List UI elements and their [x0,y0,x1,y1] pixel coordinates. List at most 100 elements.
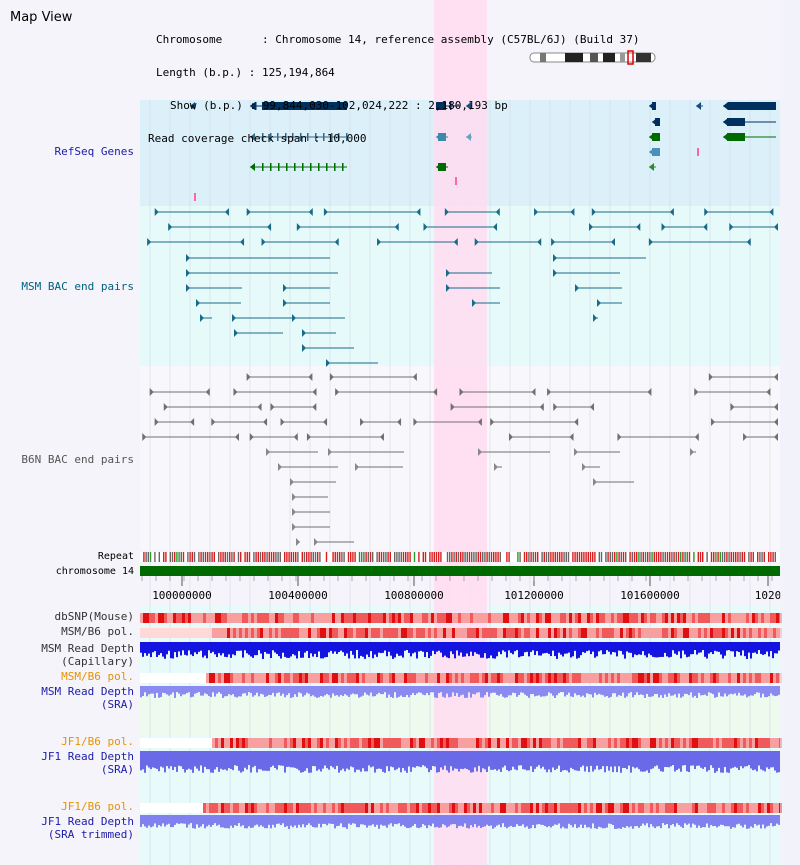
label-refseq-genes[interactable]: RefSeq Genes [54,145,134,158]
gene[interactable] [436,133,448,141]
label-msm-b6-pol-2[interactable]: MSM/B6 pol. [61,670,134,683]
gene[interactable] [250,163,347,171]
b6n-bac-pair[interactable] [314,538,354,546]
b6n-bac-pair[interactable] [292,523,330,531]
msm-bac-pair[interactable] [283,299,330,307]
refseq-genes-track[interactable] [190,102,776,201]
b6n-bac-pair[interactable] [249,433,298,441]
gene[interactable] [723,133,776,141]
b6n-bac-pair[interactable] [142,433,239,441]
gene[interactable] [466,133,472,141]
chromosome-bar[interactable] [140,566,780,576]
b6n-bac-pair[interactable] [360,418,402,426]
msm-bac-pair[interactable] [575,284,622,292]
gene[interactable] [250,133,348,141]
label-jf1-depth-trim-1[interactable]: JF1 Read Depth [41,815,134,828]
b6n-bac-pair[interactable] [270,403,317,411]
msm-bac-pair[interactable] [589,223,641,231]
gene[interactable] [466,102,472,110]
b6n-bac-pair[interactable] [711,418,778,426]
msm-bac-pair[interactable] [200,314,212,322]
repeat-track[interactable] [140,552,780,562]
msm-bac-pair[interactable] [553,269,620,277]
gene[interactable] [649,133,660,141]
label-msm-depth-sra-1[interactable]: MSM Read Depth [41,685,134,698]
msm-bac-pair[interactable] [283,284,330,292]
gene[interactable] [250,102,347,110]
gene[interactable] [723,102,776,110]
msm-bac-pair[interactable] [444,208,500,216]
msm-bac-pair[interactable] [196,299,241,307]
b6n-bac-pair[interactable] [329,373,417,381]
msm-bac-pair[interactable] [597,299,622,307]
msm-bac-pair[interactable] [234,329,283,337]
gene[interactable] [696,102,703,110]
gene[interactable] [652,118,660,126]
gene[interactable] [190,102,195,110]
msm-bac-pair[interactable] [648,238,751,246]
chromosome-ideogram[interactable] [529,50,656,65]
label-msm-depth-cap-1[interactable]: MSM Read Depth [41,642,134,655]
msm-bac-pair[interactable] [168,223,272,231]
msm-bac-track[interactable] [147,208,778,367]
msm-bac-pair[interactable] [729,223,778,231]
gene[interactable] [649,163,656,171]
b6n-bac-pair[interactable] [708,373,778,381]
b6n-bac-pair[interactable] [266,448,318,456]
msm-bac-pair[interactable] [704,208,774,216]
msm-bac-pair[interactable] [154,208,229,216]
b6n-bac-pair[interactable] [292,493,328,501]
b6n-bac-pair[interactable] [292,508,330,516]
b6n-bac-pair[interactable] [211,418,268,426]
b6n-bac-pair[interactable] [574,448,620,456]
label-dbsnp[interactable]: dbSNP(Mouse) [54,610,134,623]
gene[interactable] [649,102,656,110]
b6n-bac-pair[interactable] [490,418,579,426]
label-jf1-b6-pol-2[interactable]: JF1/B6 pol. [61,800,134,813]
b6n-bac-track[interactable] [142,373,778,546]
msm-bac-pair[interactable] [246,208,313,216]
msm-bac-pair[interactable] [593,314,598,322]
msm-bac-pair[interactable] [261,238,339,246]
b6n-bac-pair[interactable] [163,403,262,411]
polymorphism-tracks[interactable] [140,613,782,813]
gene[interactable] [436,102,460,110]
msm-bac-pair[interactable] [551,238,615,246]
msm-bac-pair[interactable] [186,254,330,262]
msm-bac-pair[interactable] [147,238,245,246]
b6n-bac-pair[interactable] [593,478,634,486]
label-jf1-b6-pol-1[interactable]: JF1/B6 pol. [61,735,134,748]
b6n-bac-pair[interactable] [508,433,574,441]
highlight-region[interactable] [434,0,487,865]
label-b6n-bac[interactable]: B6N BAC end pairs [21,453,134,466]
msm-bac-pair[interactable] [292,314,345,322]
b6n-bac-pair[interactable] [547,388,652,396]
gene[interactable] [649,148,660,156]
b6n-bac-pair[interactable] [278,463,338,471]
label-msm-bac[interactable]: MSM BAC end pairs [21,280,134,293]
msm-bac-pair[interactable] [474,238,542,246]
read-depth-tracks[interactable] [140,642,780,829]
label-repeat[interactable]: Repeat [97,551,134,562]
b6n-bac-pair[interactable] [582,463,600,471]
b6n-bac-pair[interactable] [335,388,438,396]
msm-bac-pair[interactable] [534,208,575,216]
b6n-bac-pair[interactable] [413,418,482,426]
msm-bac-pair[interactable] [323,208,421,216]
b6n-bac-pair[interactable] [280,418,328,426]
b6n-bac-pair[interactable] [743,433,778,441]
msm-bac-pair[interactable] [186,269,338,277]
b6n-bac-pair[interactable] [233,388,317,396]
msm-bac-pair[interactable] [446,284,500,292]
msm-bac-pair[interactable] [302,329,336,337]
msm-bac-pair[interactable] [472,299,500,307]
b6n-bac-pair[interactable] [355,463,403,471]
msm-bac-pair[interactable] [661,223,708,231]
b6n-bac-pair[interactable] [154,418,195,426]
b6n-bac-pair[interactable] [617,433,699,441]
msm-bac-pair[interactable] [553,254,646,262]
b6n-bac-pair[interactable] [690,448,696,456]
b6n-bac-pair[interactable] [478,448,550,456]
msm-bac-pair[interactable] [591,208,674,216]
